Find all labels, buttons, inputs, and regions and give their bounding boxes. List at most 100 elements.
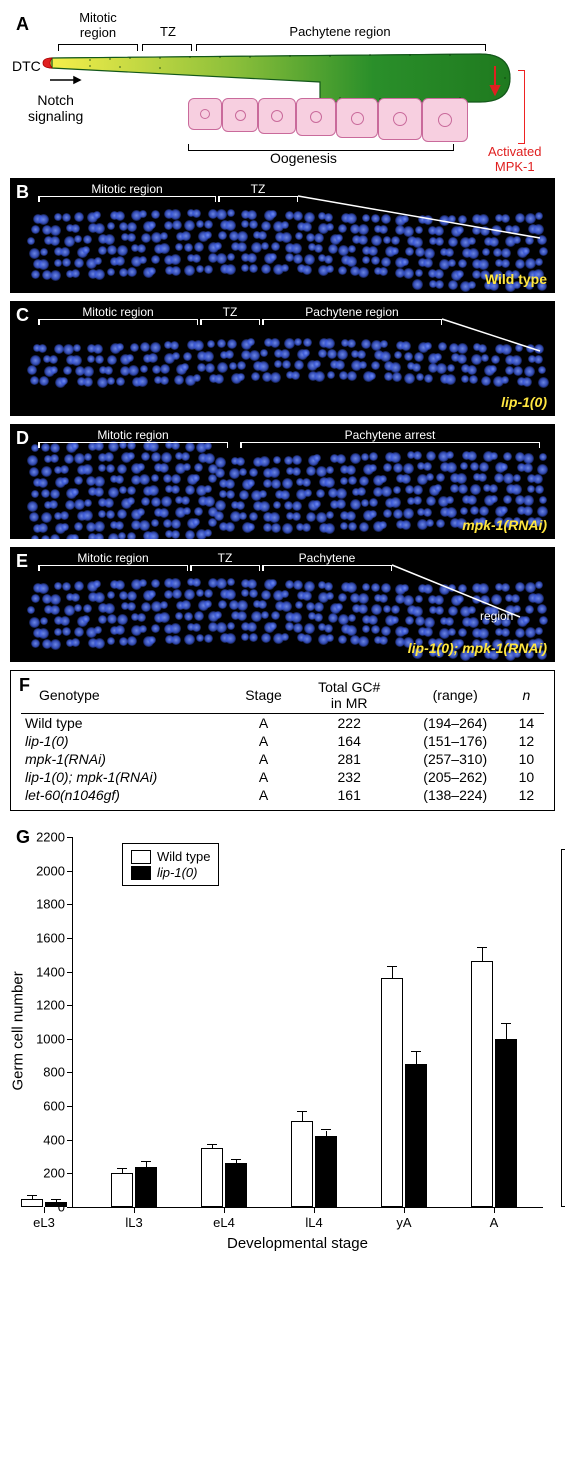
x-axis-title: Developmental stage bbox=[227, 1235, 368, 1252]
cell-range: (138–224) bbox=[402, 786, 509, 804]
panel-f: F GenotypeStageTotal GC#in MR(range)n Wi… bbox=[10, 670, 555, 811]
panel-b: BMitotic regionTZWild type bbox=[10, 178, 555, 293]
ytick-label: 600 bbox=[43, 1099, 73, 1114]
error-bar bbox=[122, 1169, 123, 1174]
error-bar bbox=[236, 1160, 237, 1163]
cell-range: (194–264) bbox=[402, 714, 509, 733]
cell-genotype: lip-1(0); mpk-1(RNAi) bbox=[21, 768, 230, 786]
cell-range: (257–310) bbox=[402, 750, 509, 768]
error-bar bbox=[56, 1200, 57, 1202]
ytick-label: 1000 bbox=[36, 1031, 73, 1046]
region-bracket bbox=[240, 442, 540, 448]
notch-label: Notch signaling bbox=[28, 92, 83, 124]
xtick-label: lL3 bbox=[125, 1207, 142, 1230]
xtick-label: eL3 bbox=[33, 1207, 55, 1230]
cell-n: 10 bbox=[509, 768, 544, 786]
error-cap bbox=[297, 1111, 307, 1112]
ytick-label: 1800 bbox=[36, 897, 73, 912]
bar bbox=[225, 1163, 247, 1207]
xtick-label: A bbox=[490, 1207, 499, 1230]
mitotic-label: Mitotic region bbox=[63, 10, 133, 40]
cell-stage: A bbox=[230, 768, 297, 786]
error-cap bbox=[231, 1159, 241, 1160]
activated-mpk1-label: Activated MPK-1 bbox=[488, 144, 541, 174]
legend-swatch bbox=[131, 850, 151, 864]
cell-gc: 161 bbox=[297, 786, 402, 804]
cell-n: 14 bbox=[509, 714, 544, 733]
error-cap bbox=[321, 1129, 331, 1130]
genotype-label: lip-1(0) bbox=[501, 394, 547, 410]
region-label-extra: region bbox=[480, 609, 513, 623]
ytick-label: 200 bbox=[43, 1166, 73, 1181]
panel-b-label: B bbox=[16, 182, 29, 203]
genotype-label: lip-1(0); mpk-1(RNAi) bbox=[408, 640, 547, 656]
table-header: (range) bbox=[402, 677, 509, 714]
error-bar bbox=[302, 1112, 303, 1121]
ytick-label: 1400 bbox=[36, 964, 73, 979]
bar bbox=[21, 1199, 43, 1207]
ytick-label: 2200 bbox=[36, 830, 73, 845]
table-row: mpk-1(RNAi)A281(257–310)10 bbox=[21, 750, 544, 768]
pachytene-label: Pachytene region bbox=[240, 24, 440, 39]
ytick-label: 1600 bbox=[36, 930, 73, 945]
micrograph-d: DMitotic regionPachytene arrestmpk-1(RNA… bbox=[10, 424, 555, 539]
panel-f-label: F bbox=[19, 675, 30, 696]
region-label: Pachytene arrest bbox=[345, 428, 436, 442]
panel-d: DMitotic regionPachytene arrestmpk-1(RNA… bbox=[10, 424, 555, 539]
cell-gc: 222 bbox=[297, 714, 402, 733]
bar bbox=[495, 1039, 517, 1207]
ytick-label: 800 bbox=[43, 1065, 73, 1080]
dtc-label: DTC bbox=[12, 58, 41, 74]
mpk1-bracket bbox=[518, 70, 525, 144]
micrograph-b: BMitotic regionTZWild type bbox=[10, 178, 555, 293]
panel-c: CMitotic regionTZPachytene regionlip-1(0… bbox=[10, 301, 555, 416]
cell-stage: A bbox=[230, 714, 297, 733]
error-cap bbox=[27, 1195, 37, 1196]
panel-c-label: C bbox=[16, 305, 29, 326]
table-row: lip-1(0); mpk-1(RNAi)A232(205–262)10 bbox=[21, 768, 544, 786]
diagonal-line bbox=[10, 178, 555, 293]
error-bar bbox=[146, 1162, 147, 1166]
y-axis-title: Germ cell number bbox=[10, 951, 27, 1091]
chart-legend: Wild typelip-1(0) bbox=[122, 843, 219, 886]
legend-row: lip-1(0) bbox=[131, 865, 210, 880]
ytick-label: 400 bbox=[43, 1132, 73, 1147]
panel-d-label: D bbox=[16, 428, 29, 449]
oocytes-row bbox=[188, 98, 468, 142]
cell-n: 12 bbox=[509, 786, 544, 804]
error-bar bbox=[482, 948, 483, 961]
cell-gc: 164 bbox=[297, 732, 402, 750]
panel-g-label: G bbox=[16, 827, 30, 848]
table-header: n bbox=[509, 677, 544, 714]
genotype-label: mpk-1(RNAi) bbox=[462, 517, 547, 533]
error-cap bbox=[501, 1023, 511, 1024]
diagonal-line bbox=[10, 301, 555, 416]
bar bbox=[471, 961, 493, 1207]
error-cap bbox=[117, 1168, 127, 1169]
error-bar bbox=[416, 1052, 417, 1064]
cell-genotype: lip-1(0) bbox=[21, 732, 230, 750]
error-cap bbox=[477, 947, 487, 948]
table-header: Total GC#in MR bbox=[297, 677, 402, 714]
ytick-label: 1200 bbox=[36, 998, 73, 1013]
cell-genotype: let-60(n1046gf) bbox=[21, 786, 230, 804]
panel-g: G 02004006008001000120014001600180020002… bbox=[10, 819, 555, 1259]
legend-row: Wild type bbox=[131, 849, 210, 864]
error-cap bbox=[387, 966, 397, 967]
oogenesis-label: Oogenesis bbox=[270, 150, 337, 166]
error-cap bbox=[207, 1144, 217, 1145]
error-cap bbox=[411, 1051, 421, 1052]
cell-genotype: Wild type bbox=[21, 714, 230, 733]
legend-label: lip-1(0) bbox=[157, 865, 197, 880]
table-f: GenotypeStageTotal GC#in MR(range)n Wild… bbox=[21, 677, 544, 804]
error-bar bbox=[392, 967, 393, 979]
genotype-label: Wild type bbox=[485, 271, 547, 287]
error-cap bbox=[51, 1199, 61, 1200]
error-bar bbox=[326, 1131, 327, 1137]
table-f-wrap: F GenotypeStageTotal GC#in MR(range)n Wi… bbox=[10, 670, 555, 811]
cell-stage: A bbox=[230, 732, 297, 750]
legend-swatch bbox=[131, 866, 151, 880]
panel-a-label: A bbox=[16, 14, 29, 35]
xtick-label: yA bbox=[396, 1207, 411, 1230]
tz-label: TZ bbox=[148, 24, 188, 39]
